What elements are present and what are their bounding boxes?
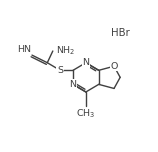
Text: CH$_3$: CH$_3$ [76, 107, 96, 120]
Text: N: N [70, 80, 76, 89]
Text: NH$_2$: NH$_2$ [56, 45, 75, 57]
Text: O: O [110, 62, 118, 71]
Text: S: S [57, 66, 63, 75]
Text: N: N [82, 58, 89, 67]
Text: HN: HN [17, 45, 31, 54]
Text: HBr: HBr [111, 28, 130, 38]
